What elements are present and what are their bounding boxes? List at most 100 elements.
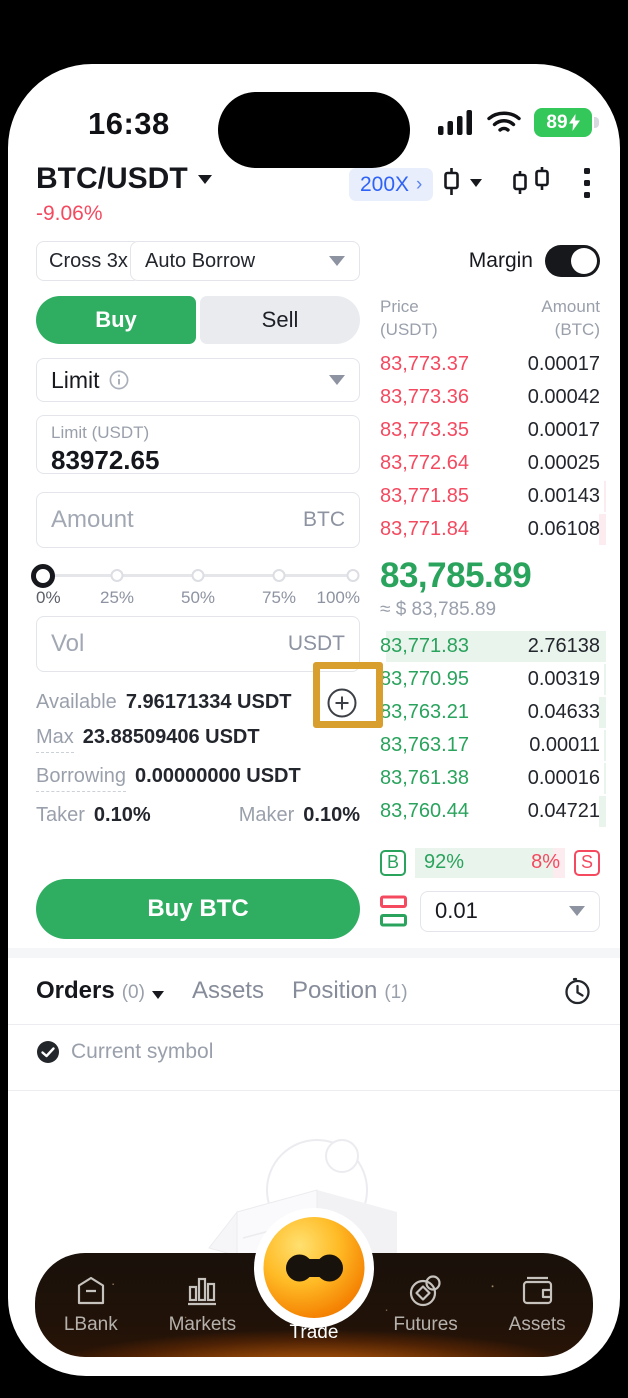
- nav-item-lbank[interactable]: LBank: [35, 1253, 147, 1357]
- pair-selector[interactable]: BTC/USDT: [36, 162, 212, 196]
- slider-label-100: 100%: [316, 588, 360, 607]
- nav-label: LBank: [63, 1313, 118, 1335]
- margin-mode-button[interactable]: Cross 3x: [36, 241, 141, 281]
- buy-sell-segmented: Buy Sell: [36, 296, 360, 344]
- more-menu-button[interactable]: [582, 166, 592, 200]
- nav-item-trade[interactable]: Trade: [258, 1253, 370, 1357]
- slider-label-25: 25%: [99, 588, 135, 607]
- slider-stop-100[interactable]: [346, 569, 360, 582]
- tab-buy[interactable]: Buy: [36, 296, 196, 344]
- borrow-mode-label: Auto Borrow: [145, 249, 256, 272]
- leverage-button[interactable]: 200X ›: [349, 168, 434, 201]
- amount-placeholder: Amount: [51, 506, 134, 533]
- buy-btc-button[interactable]: Buy BTC: [36, 879, 360, 939]
- limit-price-input[interactable]: Limit (USDT) 83972.65: [36, 415, 360, 475]
- chevron-down-icon: [329, 375, 345, 385]
- charging-bolt-icon: [568, 114, 580, 131]
- bid-rows: 83,771.83 2.76138 83,770.95 0.00319 83,763…: [380, 630, 606, 828]
- pair-change-percent: -9.06%: [36, 202, 103, 225]
- max-value: 23.88509406 USDT: [82, 726, 260, 748]
- ask-row[interactable]: 83,773.35 0.00017: [380, 418, 600, 441]
- volume-placeholder: Vol: [51, 630, 85, 657]
- ask-rows: 83,773.37 0.00017 83,773.36 0.00042 83,773…: [380, 348, 606, 546]
- slider-stop-75[interactable]: [272, 569, 286, 582]
- chevron-right-icon: ›: [416, 173, 423, 195]
- amount-percent-slider[interactable]: 0% 25% 50% 75% 100%: [31, 562, 360, 607]
- leverage-value: 200X: [360, 172, 410, 196]
- chart-candle-button[interactable]: [440, 168, 482, 198]
- tab-sell[interactable]: Sell: [200, 296, 360, 344]
- check-circle-icon: [37, 1041, 59, 1063]
- nav-item-markets[interactable]: Markets: [147, 1253, 259, 1357]
- sell-badge: S: [574, 849, 600, 876]
- futures-coins-icon: [409, 1274, 441, 1306]
- borrowing-value: 0.00000000 USDT: [135, 765, 301, 787]
- ask-row[interactable]: 83,771.84 0.06108: [380, 513, 606, 546]
- bid-row[interactable]: 83,763.21 0.04633: [380, 696, 606, 729]
- last-price[interactable]: 83,785.89: [380, 555, 532, 595]
- orders-label: Orders: [36, 977, 115, 1004]
- bid-row[interactable]: 83,761.38 0.00016: [380, 762, 606, 795]
- order-book-layout-icon[interactable]: [380, 895, 407, 928]
- tab-position[interactable]: Position (1): [292, 977, 408, 1005]
- divider: [8, 1024, 620, 1025]
- history-clock-icon: [565, 977, 590, 1004]
- limit-price-value: 83972.65: [51, 445, 160, 475]
- slider-label-50: 50%: [180, 588, 216, 607]
- precision-value: 0.01: [435, 898, 478, 924]
- order-history-button[interactable]: [563, 977, 592, 1006]
- slider-thumb[interactable]: [31, 564, 55, 588]
- borrowing-label: Borrowing: [36, 765, 127, 792]
- ask-row[interactable]: 83,771.85 0.00143: [380, 480, 606, 513]
- lbank-mascot-icon[interactable]: [263, 1217, 365, 1318]
- maker-value: 0.10%: [303, 804, 360, 826]
- margin-toggle-label: Margin: [468, 249, 533, 272]
- buy-badge: B: [380, 849, 406, 876]
- status-bar: 16:38 89: [8, 100, 620, 146]
- clock-time: 16:38: [88, 106, 170, 141]
- slider-stop-50[interactable]: [191, 569, 205, 582]
- amount-header: Amount: [541, 297, 600, 316]
- precision-select[interactable]: 0.01: [420, 890, 600, 932]
- ask-row[interactable]: 83,773.37 0.00017: [380, 352, 600, 375]
- current-symbol-label: Current symbol: [71, 1040, 214, 1063]
- bid-row[interactable]: 83,763.17 0.00011: [380, 729, 606, 762]
- order-book: Price (USDT) Amount (BTC) 83,773.37 0.000…: [380, 296, 606, 932]
- battery-indicator: 89: [534, 108, 599, 137]
- current-symbol-filter[interactable]: Current symbol: [36, 1040, 213, 1064]
- wallet-icon: [522, 1276, 552, 1304]
- order-type-select[interactable]: Limit: [36, 358, 360, 402]
- nav-item-futures[interactable]: Futures: [370, 1253, 482, 1357]
- info-icon[interactable]: [109, 370, 129, 390]
- slider-stop-25[interactable]: [110, 569, 124, 582]
- chevron-down-icon: [569, 906, 585, 917]
- bid-row[interactable]: 83,770.95 0.00319: [380, 663, 606, 696]
- tab-assets[interactable]: Assets: [192, 977, 264, 1005]
- dynamic-island: [218, 92, 410, 168]
- depth-chart-button[interactable]: [512, 167, 552, 199]
- chevron-down-icon: [151, 991, 164, 999]
- ask-row[interactable]: 83,772.64 0.00025: [380, 451, 600, 474]
- chevron-down-icon: [470, 179, 482, 187]
- buy-sell-ratio-gauge: B 92% 8% S: [380, 847, 600, 878]
- chevron-down-icon: [329, 256, 345, 266]
- bid-row[interactable]: 83,771.83 2.76138: [380, 630, 606, 663]
- divider: [8, 1090, 620, 1091]
- nav-item-assets[interactable]: Assets: [481, 1253, 593, 1357]
- annotation-highlight-box: [313, 662, 383, 728]
- margin-toggle[interactable]: [545, 245, 600, 277]
- ask-row[interactable]: 83,773.36 0.00042: [380, 385, 600, 408]
- position-count: (1): [384, 982, 408, 1003]
- price-header: Price: [380, 297, 419, 316]
- volume-input[interactable]: Vol USDT: [36, 616, 360, 672]
- battery-percent: 89: [546, 111, 568, 133]
- borrow-mode-select[interactable]: Auto Borrow: [130, 241, 360, 281]
- home-icon: [77, 1276, 104, 1304]
- nav-label: Trade: [289, 1322, 339, 1343]
- amount-input[interactable]: Amount BTC: [36, 492, 360, 548]
- deposit-plus-button[interactable]: [326, 687, 358, 719]
- last-price-fiat: ≈ $ 83,785.89: [380, 598, 497, 620]
- tab-orders[interactable]: Orders (0): [36, 977, 164, 1005]
- order-type-label: Limit: [51, 366, 100, 393]
- bid-row[interactable]: 83,760.44 0.04721: [380, 795, 606, 828]
